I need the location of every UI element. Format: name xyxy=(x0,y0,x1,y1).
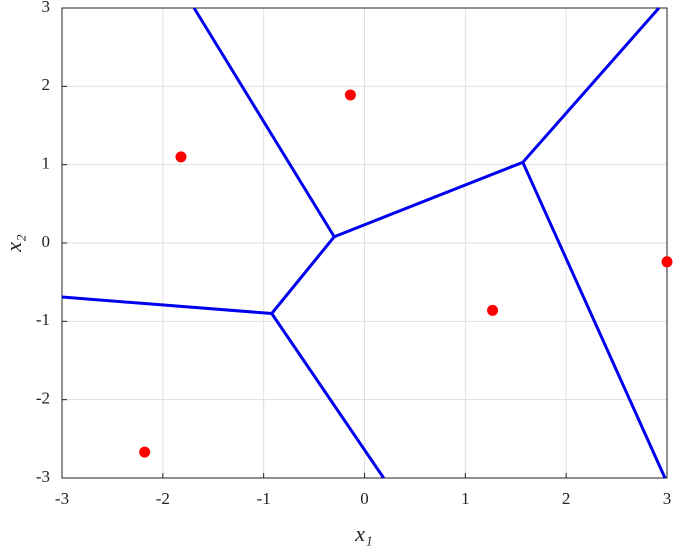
x-tick-label: 0 xyxy=(360,489,369,508)
y-tick-label: 0 xyxy=(42,232,51,251)
point xyxy=(139,446,151,458)
x-tick-label: 1 xyxy=(461,489,470,508)
point xyxy=(661,256,673,268)
x-tick-label: 3 xyxy=(663,489,672,508)
y-tick-label: -2 xyxy=(36,389,50,408)
x-tick-label: -1 xyxy=(257,489,271,508)
y-axis-label: x₂ xyxy=(1,234,26,253)
point xyxy=(175,151,187,163)
voronoi-edge xyxy=(61,295,272,315)
plot-frame xyxy=(61,7,668,479)
voronoi-edge xyxy=(270,235,385,479)
voronoi-edge xyxy=(521,161,667,479)
x-tick-label: -2 xyxy=(156,489,170,508)
x-axis-label: x₁ xyxy=(354,521,372,546)
point xyxy=(487,304,499,316)
x-tick-label: -3 xyxy=(55,489,69,508)
y-tick-label: 1 xyxy=(42,154,51,173)
y-tick-label: -1 xyxy=(36,310,50,329)
point xyxy=(344,89,356,101)
voronoi-edge xyxy=(192,7,661,239)
y-tick-label: 2 xyxy=(42,75,51,94)
y-tick-label: -3 xyxy=(36,467,50,486)
y-tick-label: 3 xyxy=(42,0,51,16)
x-tick-label: 2 xyxy=(562,489,571,508)
